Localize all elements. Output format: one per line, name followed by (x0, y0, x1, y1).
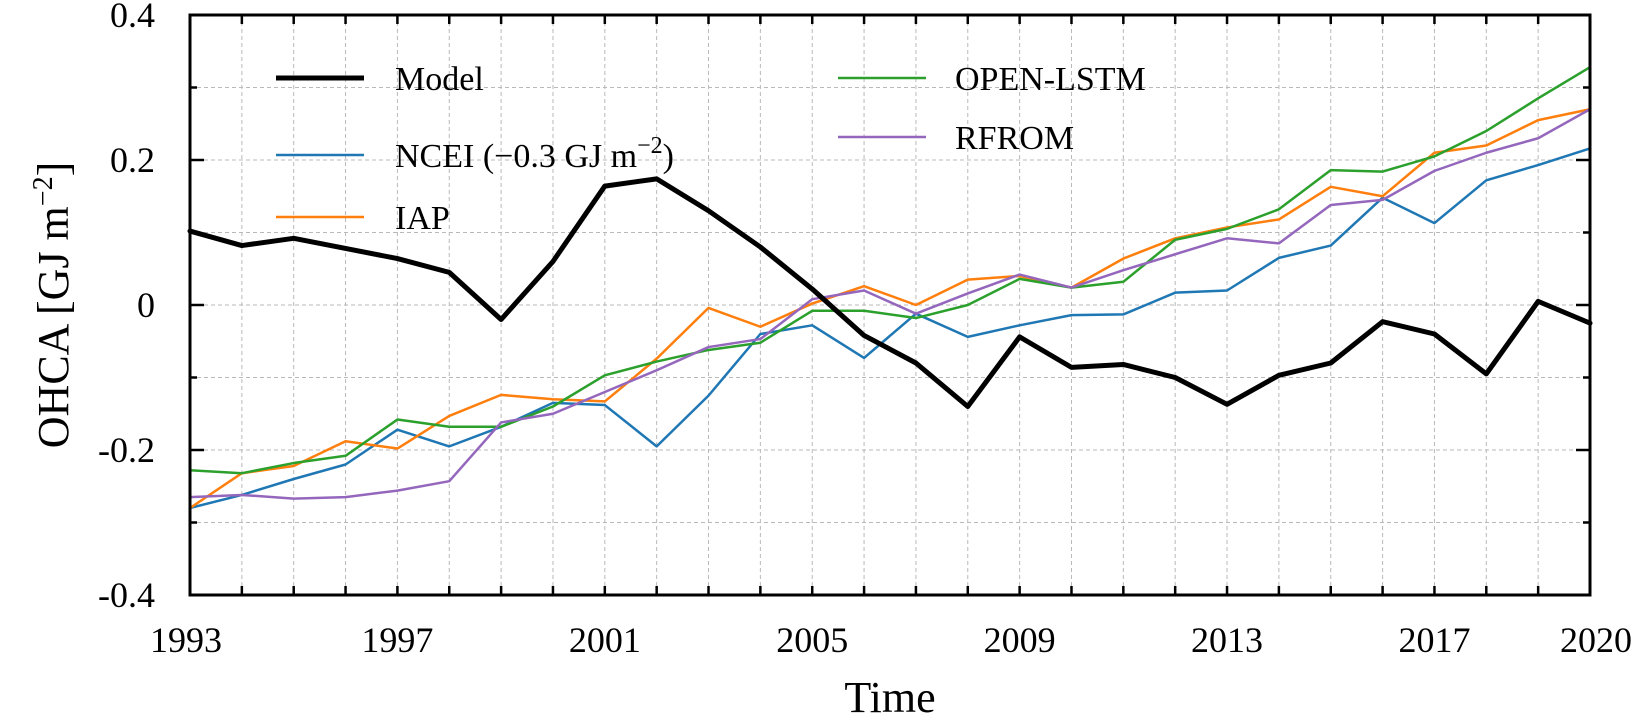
legend-label-iap: IAP (395, 200, 450, 237)
series-line-model (187, 176, 1593, 409)
x-tick-label: 1997 (361, 620, 433, 660)
series-lines (187, 65, 1593, 510)
legend-label-open-lstm: OPEN-LSTM (955, 61, 1146, 98)
y-tick-label: 0 (137, 285, 155, 325)
legend-label-rfrom: RFROM (955, 120, 1074, 157)
y-tick-labels: -0.4 -0.2 0 0.2 0.4 (98, 0, 155, 615)
x-tick-label: 1993 (150, 620, 222, 660)
y-tick-label: 0.4 (110, 0, 155, 35)
legend: Model NCEI (−0.3 GJ m−2) IAP OPEN-LSTM R… (276, 61, 1146, 237)
series-line-rfrom (188, 108, 1592, 500)
y-tick-label: 0.2 (110, 140, 155, 180)
y-tick-label: -0.2 (98, 430, 155, 470)
x-tick-label: 2001 (569, 620, 641, 660)
x-tick-label: 2013 (1191, 620, 1263, 660)
x-axis-title: Time (844, 673, 935, 720)
x-tick-labels: 1993 1997 2001 2005 2009 2013 2017 2020 (150, 620, 1632, 660)
series-line-iap (188, 108, 1592, 510)
axis-ticks (188, 13, 1592, 597)
y-tick-label: -0.4 (98, 575, 155, 615)
legend-label-ncei: NCEI (−0.3 GJ m−2) (395, 133, 674, 175)
grid-lines (190, 15, 1590, 595)
x-tick-label: 2009 (984, 620, 1056, 660)
x-tick-label: 2005 (776, 620, 848, 660)
x-tick-label: 2017 (1398, 620, 1470, 660)
series-line-ncei (188, 147, 1592, 510)
legend-label-model: Model (395, 61, 484, 98)
y-axis-title: OHCA [GJ m−2] (28, 162, 78, 448)
x-tick-label: 2020 (1560, 620, 1632, 660)
series-line-open-lstm (188, 65, 1592, 475)
